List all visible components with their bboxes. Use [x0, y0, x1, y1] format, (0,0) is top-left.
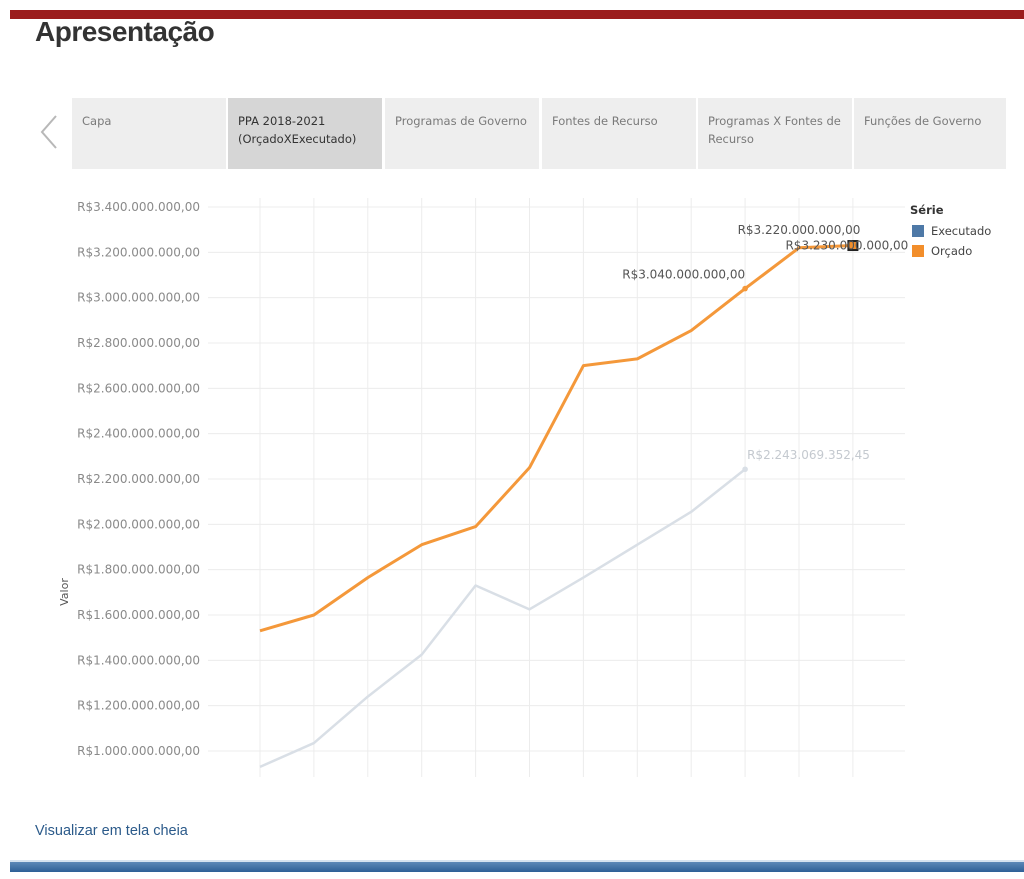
bottom-taskbar-strip: [10, 862, 1024, 872]
tab-programas-de-governo[interactable]: Programas de Governo: [385, 98, 539, 169]
legend-label: Orçado: [931, 244, 972, 258]
y-axis-title: Valor: [58, 578, 71, 606]
data-point: [742, 285, 748, 292]
y-tick-label: R$2.800.000.000,00: [77, 336, 200, 350]
legend-title: Série: [910, 203, 944, 217]
y-tick-label: R$2.600.000.000,00: [77, 381, 200, 395]
page-title: Apresentação: [35, 16, 215, 47]
y-tick-label: R$2.400.000.000,00: [77, 427, 200, 441]
tab-fontes-de-recurso[interactable]: Fontes de Recurso: [542, 98, 696, 169]
y-tick-label: R$2.000.000.000,00: [77, 517, 200, 531]
tab-funcoes-de-governo[interactable]: Funções de Governo: [854, 98, 1006, 169]
legend-swatch-orcado: [912, 245, 924, 257]
top-accent-bar: [10, 10, 1024, 19]
previous-tab-arrow-icon[interactable]: [38, 112, 66, 156]
y-tick-label: R$3.200.000.000,00: [77, 245, 200, 259]
line-chart-container: R$1.000.000.000,00 R$1.200.000.000,00 R$1.…: [0, 180, 1024, 790]
y-tick-label: R$1.600.000.000,00: [77, 608, 200, 622]
y-tick-label: R$2.200.000.000,00: [77, 472, 200, 486]
y-tick-label: R$1.400.000.000,00: [77, 653, 200, 667]
fullscreen-link[interactable]: Visualizar em tela cheia: [35, 823, 188, 839]
legend-label: Executado: [931, 224, 991, 238]
data-label: R$3.040.000.000,00: [622, 268, 745, 282]
y-tick-label: R$1.800.000.000,00: [77, 563, 200, 577]
bottom-divider: [10, 860, 1024, 862]
legend-swatch-executado: [912, 225, 924, 237]
data-point: [742, 466, 748, 473]
data-label: R$3.230.000.000,00: [785, 239, 908, 253]
data-label: R$2.243.069.352,45: [747, 448, 870, 462]
tab-capa[interactable]: Capa: [72, 98, 226, 169]
y-tick-label: R$1.000.000.000,00: [77, 744, 200, 758]
data-label: R$3.220.000.000,00: [738, 223, 861, 237]
y-tick-label: R$1.200.000.000,00: [77, 699, 200, 713]
y-tick-label: R$3.400.000.000,00: [77, 200, 200, 214]
data-point-highlight: [847, 240, 859, 252]
tab-ppa-orcado-executado[interactable]: PPA 2018-2021 (OrçadoXExecutado): [228, 98, 382, 169]
line-chart: R$1.000.000.000,00 R$1.200.000.000,00 R$1.…: [58, 198, 991, 777]
tab-programas-x-fontes[interactable]: Programas X Fontes de Recurso: [698, 98, 852, 169]
y-tick-label: R$3.000.000.000,00: [77, 291, 200, 305]
series-line-orcado: [259, 244, 853, 633]
series-line-executado: [259, 468, 746, 769]
